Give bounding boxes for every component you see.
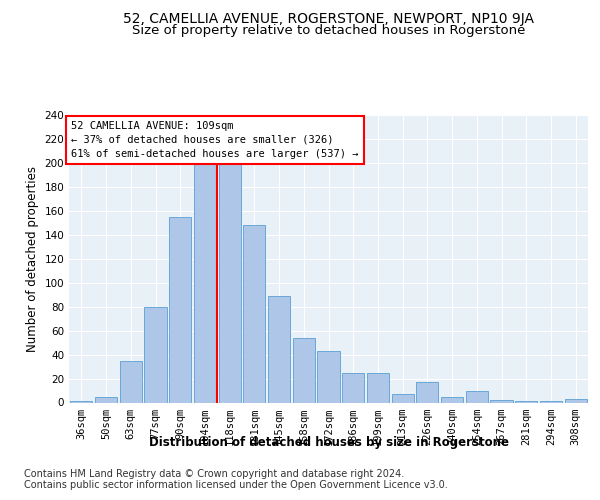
Bar	[565, 399, 587, 402]
Bar	[317, 351, 340, 403]
Bar	[342, 372, 364, 402]
Bar	[416, 382, 439, 402]
Bar	[243, 225, 265, 402]
Bar	[441, 396, 463, 402]
Bar	[490, 400, 512, 402]
Bar	[392, 394, 414, 402]
Text: Size of property relative to detached houses in Rogerstone: Size of property relative to detached ho…	[132, 24, 526, 37]
Bar	[218, 163, 241, 402]
Bar	[119, 360, 142, 403]
Bar	[95, 396, 117, 402]
Bar	[268, 296, 290, 403]
Bar	[466, 390, 488, 402]
Text: Contains HM Land Registry data © Crown copyright and database right 2024.: Contains HM Land Registry data © Crown c…	[24, 469, 404, 479]
Bar	[169, 217, 191, 402]
Bar	[194, 163, 216, 402]
Bar	[145, 306, 167, 402]
Bar	[367, 372, 389, 402]
Text: Contains public sector information licensed under the Open Government Licence v3: Contains public sector information licen…	[24, 480, 448, 490]
Text: 52, CAMELLIA AVENUE, ROGERSTONE, NEWPORT, NP10 9JA: 52, CAMELLIA AVENUE, ROGERSTONE, NEWPORT…	[124, 12, 534, 26]
Text: 52 CAMELLIA AVENUE: 109sqm
← 37% of detached houses are smaller (326)
61% of sem: 52 CAMELLIA AVENUE: 109sqm ← 37% of deta…	[71, 121, 359, 159]
Y-axis label: Number of detached properties: Number of detached properties	[26, 166, 39, 352]
Bar	[293, 338, 315, 402]
Text: Distribution of detached houses by size in Rogerstone: Distribution of detached houses by size …	[149, 436, 509, 449]
